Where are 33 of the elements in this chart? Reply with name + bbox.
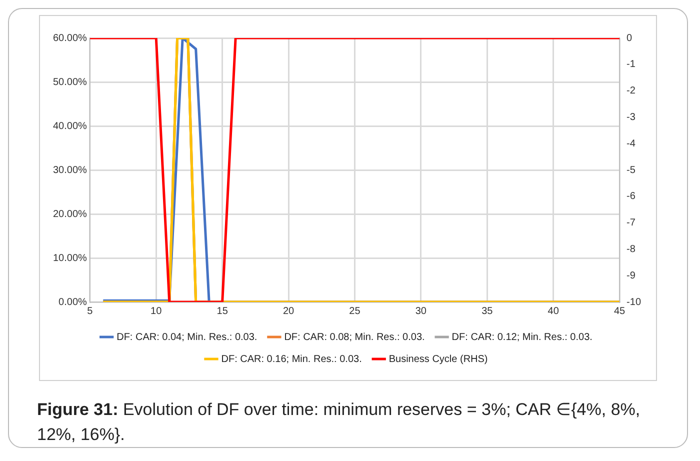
y-tick-label: 60.00% <box>52 32 88 44</box>
y2-tick-label: -6 <box>626 191 636 202</box>
y-tick-label: 50.00% <box>52 76 88 88</box>
y2-tick-label: -10 <box>626 296 642 308</box>
legend-label: DF: CAR: 0.08; Min. Res.: 0.03. <box>284 332 425 343</box>
y2-tick-label: -8 <box>626 244 636 255</box>
y2-tick-label: -5 <box>626 164 636 176</box>
y2-tick-label: -2 <box>626 86 636 97</box>
x-tick-label: 40 <box>548 306 560 317</box>
y-tick-label: 0.00% <box>58 296 88 308</box>
legend-label: Business Cycle (RHS) <box>388 354 488 365</box>
x-tick-label: 35 <box>482 306 494 317</box>
y2-tick-label: -3 <box>626 112 636 123</box>
x-tick-label: 15 <box>216 306 228 317</box>
x-tick-label: 30 <box>415 306 427 317</box>
y-tick-label: 20.00% <box>52 208 88 220</box>
legend-label: DF: CAR: 0.16; Min. Res.: 0.03. <box>221 354 362 365</box>
legend-label: DF: CAR: 0.04; Min. Res.: 0.03. <box>116 332 258 343</box>
x-tick-label: 20 <box>282 306 295 317</box>
y2-tick-label: -1 <box>626 59 636 70</box>
x-tick-label: 45 <box>614 306 626 317</box>
y-tick-label: 30.00% <box>52 164 88 176</box>
y2-tick-label: -7 <box>626 218 636 229</box>
y2-tick-label: -9 <box>626 270 636 282</box>
legend-label: DF: CAR: 0.12; Min. Res.: 0.03. <box>452 332 592 343</box>
x-tick-label: 5 <box>87 306 94 317</box>
y2-tick-label: 0 <box>626 32 633 44</box>
y-tick-label: 10.00% <box>52 252 88 264</box>
caption: Figure 31: Evolution of DF over time: minimum reserves = 3%; CAR ∈{4%, 8%, 12%, 16%}. <box>37 400 640 444</box>
y-tick-label: 40.00% <box>52 120 88 132</box>
y2-tick-label: -4 <box>626 138 636 150</box>
x-tick-label: 25 <box>349 306 361 317</box>
x-tick-label: 10 <box>150 306 162 317</box>
